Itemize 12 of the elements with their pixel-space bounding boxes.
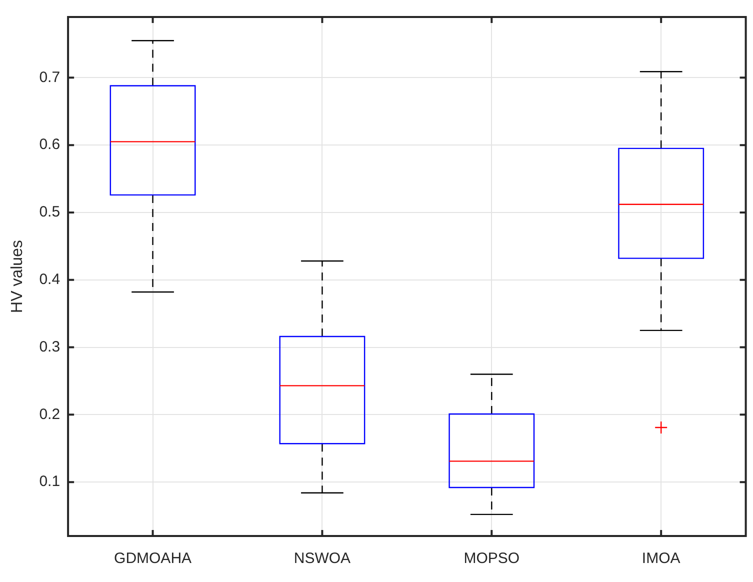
y-tick-label: 0.1	[39, 473, 60, 490]
x-tick-label: GDMOAHA	[114, 550, 192, 568]
y-tick-label: 0.2	[39, 406, 60, 423]
y-tick-label: 0.5	[39, 204, 60, 221]
y-axis-title: HV values	[9, 240, 26, 313]
y-tick-label: 0.3	[39, 338, 60, 356]
y-tick-label: 0.6	[39, 136, 60, 154]
y-tick-label: 0.7	[39, 68, 60, 86]
x-tick-label: NSWOA	[294, 550, 351, 568]
y-tick-label: 0.4	[39, 271, 60, 288]
x-tick-label: MOPSO	[464, 550, 520, 568]
x-tick-label: IMOA	[642, 550, 680, 568]
